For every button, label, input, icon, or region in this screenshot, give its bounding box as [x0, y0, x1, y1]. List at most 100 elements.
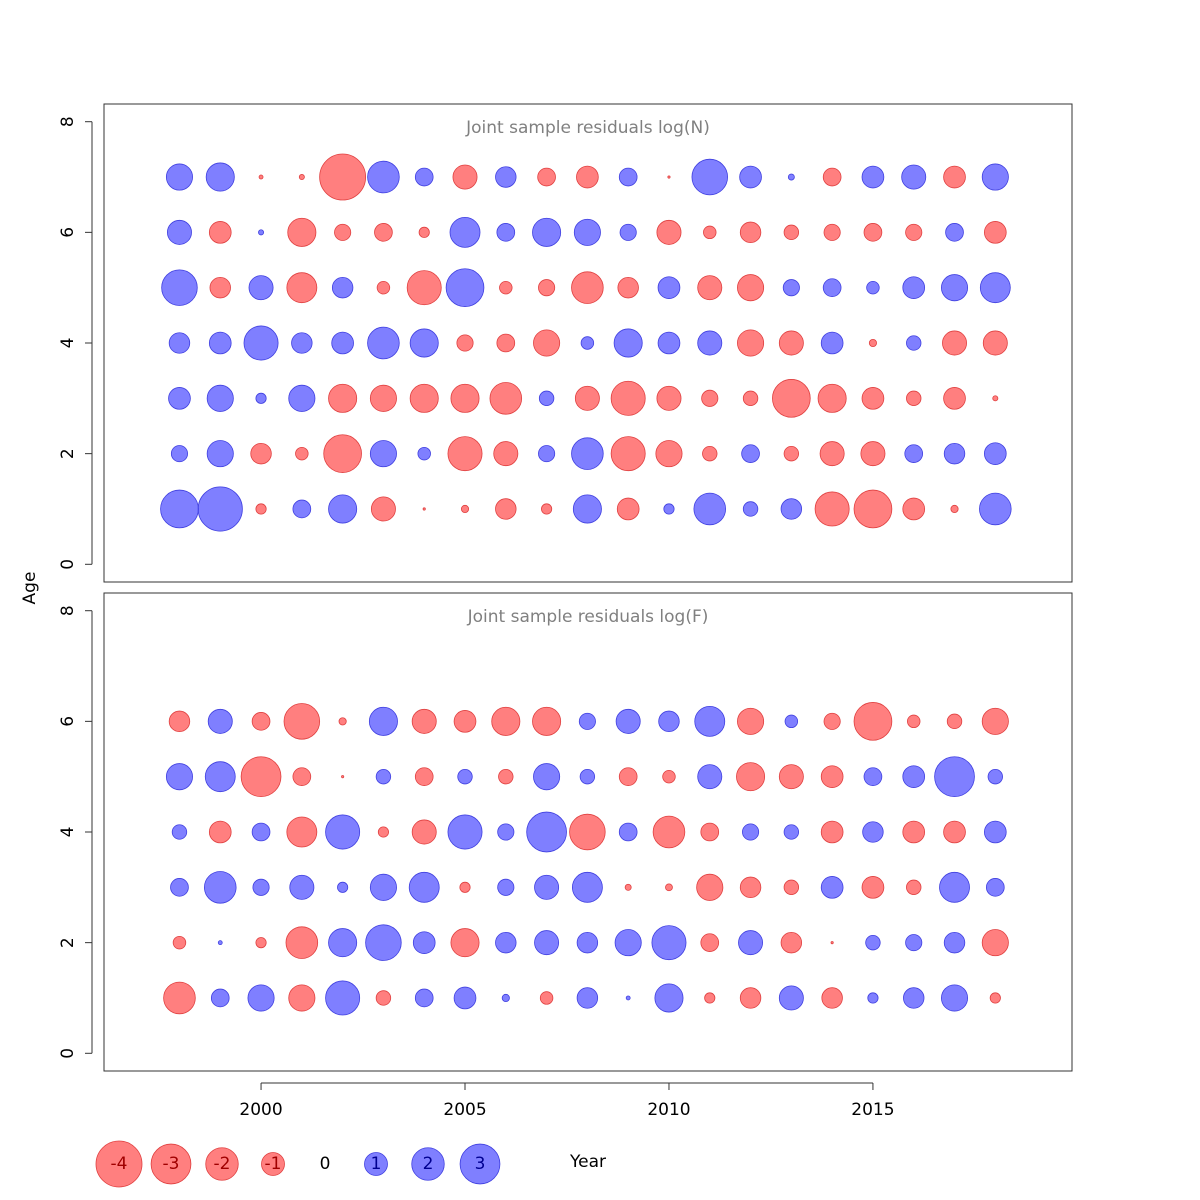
- bubble: [982, 330, 1008, 356]
- bubble: [782, 279, 800, 297]
- bubble: [902, 497, 926, 521]
- bubble: [656, 219, 682, 245]
- bubble: [453, 710, 477, 733]
- x-axis-label: Year: [569, 1152, 606, 1172]
- bubble: [616, 497, 640, 521]
- y-tick-label: 4: [58, 338, 78, 349]
- bubble: [614, 929, 642, 957]
- bubble: [243, 325, 279, 361]
- bubble: [657, 331, 681, 355]
- bubble: [409, 383, 439, 413]
- bubble: [204, 761, 236, 793]
- bubble: [452, 164, 478, 190]
- bubble: [665, 883, 673, 892]
- bubble: [578, 712, 596, 730]
- bubble: [292, 499, 312, 519]
- bubble: [984, 221, 1007, 244]
- bubble: [497, 878, 515, 896]
- bubble: [906, 335, 922, 351]
- y-tick-label: 0: [58, 559, 78, 570]
- bubble: [534, 930, 560, 956]
- bubble: [328, 494, 358, 524]
- bubble: [209, 276, 231, 299]
- bubble: [172, 935, 187, 950]
- bubble: [251, 712, 271, 731]
- bubble: [610, 380, 646, 416]
- bubble: [863, 767, 883, 786]
- bubble: [374, 223, 393, 242]
- bubble: [703, 225, 717, 240]
- bubble: [742, 501, 759, 517]
- bubble: [657, 276, 681, 299]
- bubble: [331, 331, 354, 355]
- bubble: [170, 445, 188, 463]
- legend-label: -4: [111, 1154, 128, 1174]
- bubble: [287, 217, 317, 247]
- bubble: [853, 489, 893, 529]
- bubble: [863, 223, 883, 242]
- bubble: [820, 820, 844, 844]
- bubble: [907, 714, 921, 729]
- bubble: [571, 271, 604, 304]
- bubble: [945, 223, 964, 242]
- bubble: [406, 270, 442, 306]
- bubble: [943, 442, 966, 465]
- bubble: [328, 928, 358, 958]
- bubble: [934, 756, 975, 797]
- bubble: [207, 708, 233, 734]
- y-tick-label: 2: [58, 448, 78, 459]
- bubble: [656, 385, 682, 411]
- legend-bubble: [205, 1147, 239, 1181]
- bubble: [663, 503, 675, 515]
- bubble: [783, 224, 800, 241]
- bubble: [251, 822, 271, 842]
- bubble: [252, 878, 270, 896]
- legend-label: 0: [320, 1154, 331, 1174]
- bubble: [704, 992, 716, 1004]
- bubble: [830, 941, 834, 945]
- bubble: [697, 330, 723, 356]
- bubble: [700, 933, 720, 952]
- bubble: [820, 331, 844, 355]
- bubble: [411, 708, 437, 734]
- bubble: [984, 442, 1007, 465]
- bubble: [655, 440, 683, 468]
- bubble: [538, 279, 556, 297]
- bubble: [377, 826, 389, 838]
- bubble: [571, 437, 604, 470]
- y-tick-label: 2: [58, 937, 78, 948]
- legend-label: -2: [214, 1154, 231, 1174]
- bubble: [618, 822, 638, 842]
- bubble: [867, 992, 879, 1004]
- bubble: [447, 814, 483, 850]
- bubble: [208, 331, 232, 355]
- bubble: [697, 764, 723, 790]
- bubble: [449, 216, 481, 248]
- bubble: [778, 330, 804, 356]
- bubble: [860, 441, 886, 467]
- bubble: [905, 223, 923, 241]
- bubble: [992, 395, 999, 402]
- bubble: [258, 229, 265, 236]
- bubble: [258, 174, 264, 180]
- bubble: [573, 218, 601, 246]
- bubble: [739, 876, 762, 899]
- bubble: [411, 819, 437, 845]
- bubble: [217, 940, 223, 946]
- bubble: [696, 873, 724, 901]
- bubble: [459, 881, 471, 893]
- y-tick-label: 4: [58, 827, 78, 838]
- bubble: [737, 274, 765, 302]
- bubble: [610, 436, 646, 472]
- bubble: [338, 717, 347, 726]
- bubble: [295, 446, 309, 461]
- bubble: [942, 330, 967, 356]
- bubble: [783, 824, 800, 840]
- bubble: [943, 387, 966, 410]
- bubble: [375, 990, 392, 1006]
- bubble: [691, 158, 728, 196]
- bubble: [286, 816, 318, 848]
- bubble: [456, 334, 474, 352]
- bubble: [526, 811, 567, 853]
